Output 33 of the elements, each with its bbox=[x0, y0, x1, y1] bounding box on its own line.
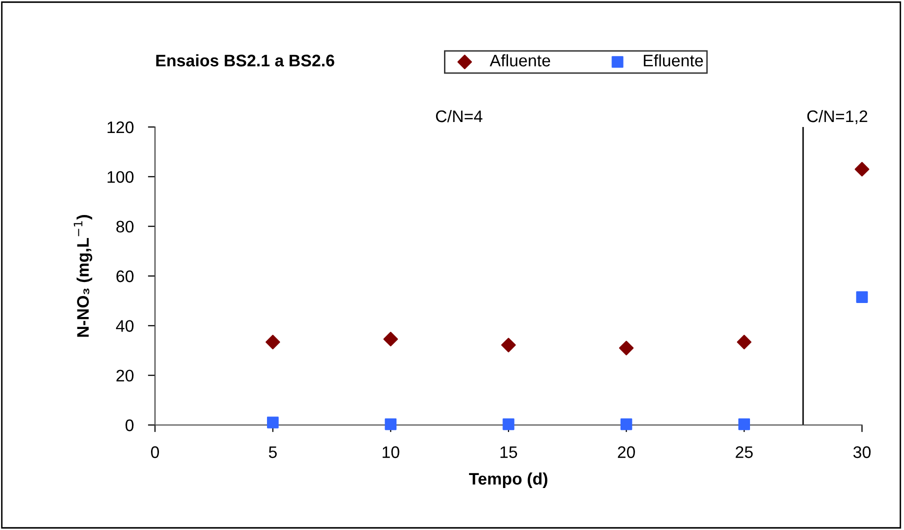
point bbox=[736, 334, 752, 350]
point bbox=[501, 338, 516, 352]
y-tick-label: 0 bbox=[126, 419, 134, 432]
point bbox=[502, 418, 514, 430]
text: C/N=4 bbox=[436, 110, 482, 122]
point bbox=[266, 334, 280, 350]
x-tick-label: 5 bbox=[268, 446, 277, 458]
x-tick-label: 25 bbox=[736, 446, 753, 458]
legend-label: Afluente bbox=[490, 54, 550, 66]
y-axis-title: N-NO₃ (mg,L$^{−1}$) bbox=[74, 215, 92, 337]
point bbox=[856, 291, 868, 303]
x-tick-label: 20 bbox=[618, 446, 635, 458]
legend-label: Efluente bbox=[644, 54, 703, 66]
y-tick-label: 20 bbox=[116, 370, 134, 382]
y-tick-label: 40 bbox=[116, 320, 134, 332]
y-tick-label: 80 bbox=[116, 220, 134, 233]
point bbox=[384, 418, 397, 430]
point bbox=[383, 332, 398, 346]
x-tick-label: 10 bbox=[382, 446, 400, 458]
y-tick-label: 120 bbox=[108, 121, 134, 134]
point bbox=[619, 340, 634, 356]
text: C/N=1,2 bbox=[807, 110, 868, 124]
x-tick-label: 30 bbox=[853, 446, 871, 458]
x-tick-label: 0 bbox=[151, 446, 159, 458]
chart-title: Ensaios BS2.1 a BS2.6 bbox=[156, 54, 334, 66]
x-axis-title: Tempo (d) bbox=[469, 472, 548, 488]
point bbox=[738, 418, 750, 430]
point bbox=[854, 162, 870, 176]
y-tick-label: 60 bbox=[116, 270, 134, 282]
point bbox=[266, 416, 279, 428]
point bbox=[620, 418, 632, 430]
x-tick-label: 15 bbox=[500, 446, 518, 458]
y-tick-label: 100 bbox=[108, 171, 134, 183]
